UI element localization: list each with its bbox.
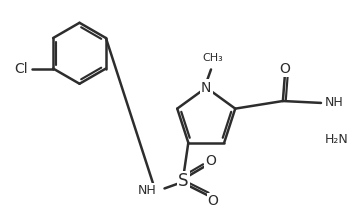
Text: CH₃: CH₃: [203, 53, 223, 63]
Text: NH: NH: [325, 97, 343, 109]
Text: N: N: [201, 80, 212, 95]
Text: NH: NH: [138, 184, 157, 197]
Text: O: O: [279, 62, 290, 76]
Text: S: S: [178, 172, 189, 190]
Text: O: O: [205, 154, 216, 168]
Text: O: O: [208, 194, 219, 208]
Text: Cl: Cl: [15, 61, 28, 76]
Text: H₂N: H₂N: [324, 133, 348, 146]
